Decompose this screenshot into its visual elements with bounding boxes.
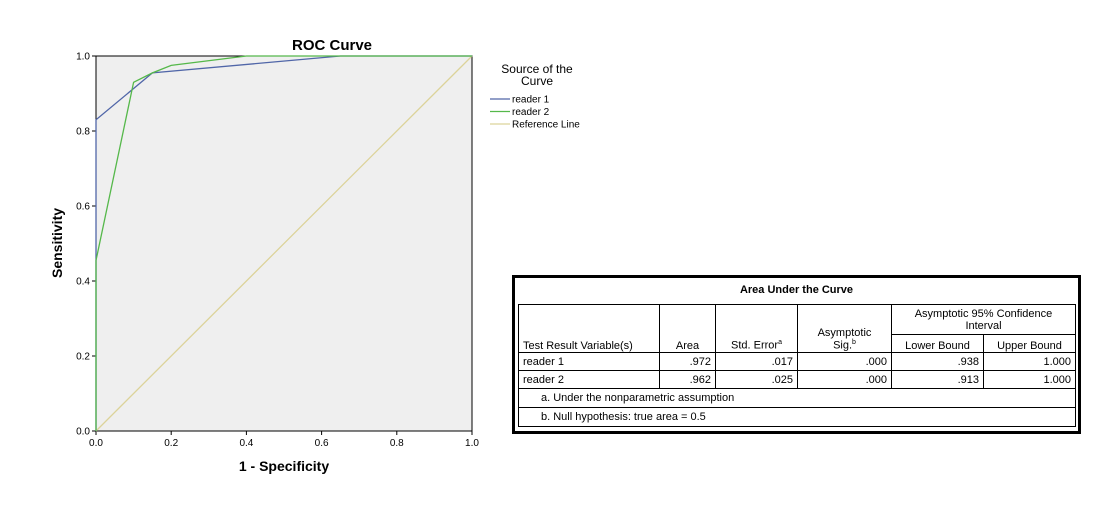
- y-tick-label: 0.4: [76, 277, 90, 288]
- x-tick-label: 0.2: [164, 438, 178, 449]
- table-row: reader 1 .972 .017 .000 .938 1.000: [518, 352, 1076, 371]
- series-lines: [95, 55, 473, 432]
- row-area: .972: [659, 352, 716, 371]
- header-area: Area: [659, 304, 716, 353]
- y-tick-label: 1.0: [76, 52, 90, 63]
- x-axis-title: 1 - Specificity: [239, 458, 329, 474]
- axis-ticks: 0.0 0.2 0.4 0.6 0.8 1.0 0.0 0.2 0.4 0.6 0.8 1.0: [76, 52, 479, 450]
- x-tick-label: 0.4: [239, 438, 253, 449]
- legend-title-line2: Curve: [521, 74, 553, 88]
- chart-title: ROC Curve: [292, 37, 372, 54]
- row-variable: reader 1: [518, 352, 660, 371]
- header-asym-sig: Asymptotic Sig.b: [797, 304, 892, 353]
- y-tick-label: 0.2: [76, 352, 90, 363]
- row-std-error: .017: [715, 352, 798, 371]
- y-tick-label: 0.8: [76, 127, 90, 138]
- header-test-result: Test Result Variable(s): [518, 304, 660, 353]
- row-sig: .000: [797, 352, 892, 371]
- series-line-reader-2: [95, 55, 472, 431]
- x-tick-label: 0.6: [315, 438, 329, 449]
- row-variable: reader 2: [518, 370, 660, 389]
- series-line-reference-line: [95, 55, 473, 432]
- row-upper: 1.000: [983, 370, 1076, 389]
- legend-title-line1: Source of the: [501, 62, 573, 76]
- footnote-a: a. Under the nonparametric assumption: [518, 388, 1076, 408]
- legend-label: Reference Line: [512, 120, 580, 131]
- y-axis-title: Sensitivity: [49, 208, 65, 278]
- header-upper: Upper Bound: [983, 334, 1076, 353]
- row-std-error: .025: [715, 370, 798, 389]
- x-tick-label: 0.0: [89, 438, 103, 449]
- auc-table-title: Area Under the Curve: [739, 284, 854, 296]
- row-sig: .000: [797, 370, 892, 389]
- legend-label: reader 1: [512, 95, 550, 106]
- row-upper: 1.000: [983, 352, 1076, 371]
- y-tick-label: 0.0: [76, 427, 90, 438]
- footnote-b: b. Null hypothesis: true area = 0.5: [518, 407, 1076, 427]
- header-lower: Lower Bound: [891, 334, 984, 353]
- row-area: .962: [659, 370, 716, 389]
- row-lower: .913: [891, 370, 984, 389]
- table-row: reader 2 .962 .025 .000 .913 1.000: [518, 370, 1076, 389]
- x-tick-label: 1.0: [465, 438, 479, 449]
- header-std-error: Std. Errora: [715, 304, 798, 353]
- row-lower: .938: [891, 352, 984, 371]
- legend-label: reader 2: [512, 107, 550, 118]
- auc-table-panel: Area Under the Curve Test Result Variabl…: [512, 275, 1081, 434]
- header-ci: Asymptotic 95% Confidence Interval: [891, 304, 1076, 335]
- y-tick-label: 0.6: [76, 202, 90, 213]
- auc-table: Test Result Variable(s) Area Std. Errora…: [518, 304, 1076, 427]
- x-tick-label: 0.8: [390, 438, 404, 449]
